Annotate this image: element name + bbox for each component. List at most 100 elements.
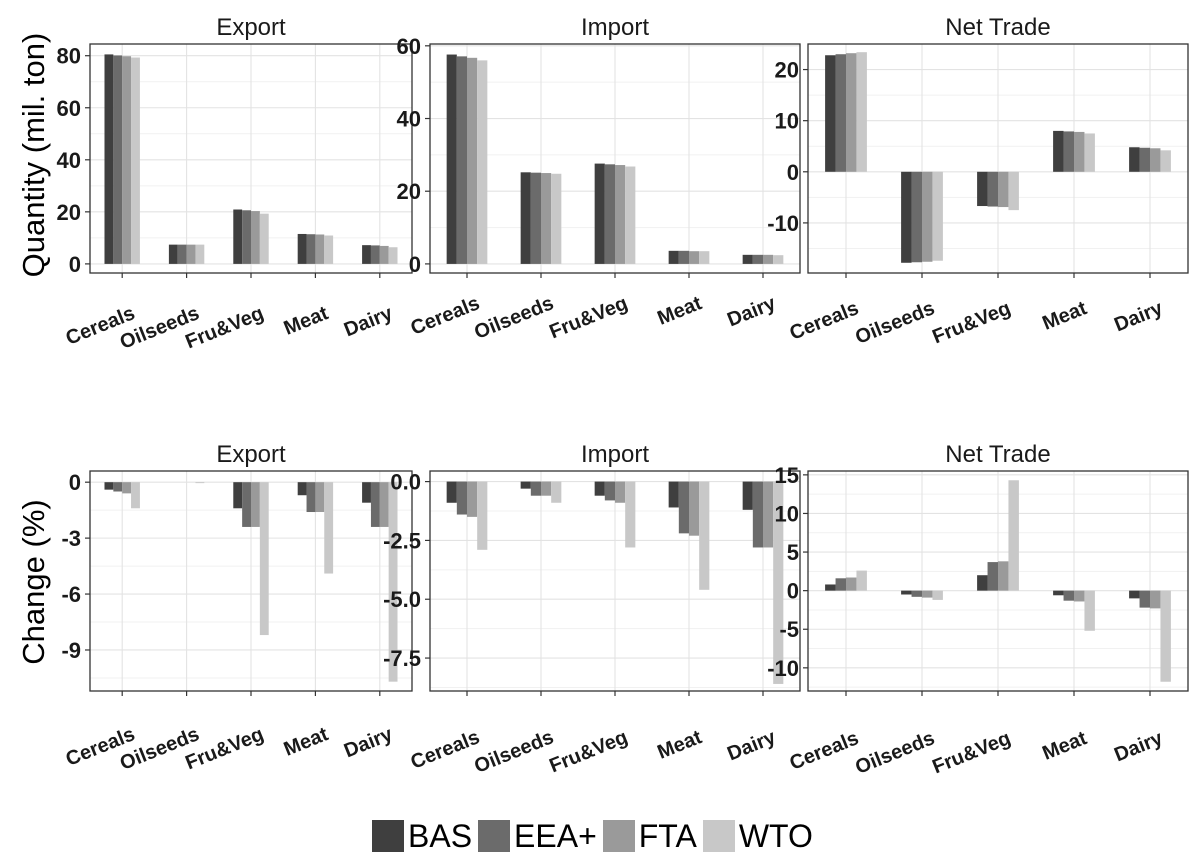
panel-r2-c2-bar-bas-oilseeds [520, 481, 531, 489]
panel-r2-c1-bar-fta-cereals [122, 482, 132, 494]
panel-r1-c1-ytick-label: 80 [57, 44, 81, 69]
panel-r1-c3-bar-eea-dairy [1139, 147, 1150, 172]
panel-r1-c3-ytick-label: 0 [787, 160, 799, 185]
panel-r2-c3-bar-wto-cereals [856, 570, 867, 591]
panel-r2-c2-bar-eea-oilseeds [530, 481, 541, 496]
panel-r2-c1-bar-fta-fruveg [251, 482, 260, 527]
panel-r1-c2-bar-eea-cereals [456, 56, 467, 264]
panel-r1-c2-xtick-label: Dairy [724, 292, 779, 331]
panel-r2-c2-xtick-label: Dairy [724, 726, 779, 765]
panel-r1-c2-bar-fta-dairy [763, 254, 774, 264]
panel-r2-c1-bar-fta-meat [315, 482, 325, 513]
panel-r2-c1-ytick-label: -9 [61, 638, 81, 663]
panel-r2-c2-bar-eea-cereals [456, 481, 467, 515]
panel-r2-c1-bar-wto-fruveg [259, 482, 269, 636]
panel-r1-c1-bar-fta-dairy [379, 245, 389, 264]
panel-r2-c2-xtick-label: Fru&Veg [546, 726, 631, 777]
panel-r1-c1-bar-eea-oilseeds [177, 244, 187, 264]
panel-r1-c2-bar-fta-meat [689, 251, 700, 264]
panel-r2-c3-bar-fta-meat [1074, 590, 1085, 602]
panel-r1-c2-bar-bas-oilseeds [520, 172, 531, 264]
legend-key-eea [478, 820, 511, 852]
panel-r1-c2-bar-eea-meat [678, 250, 689, 264]
panel-r1-c3-bar-eea-oilseeds [911, 171, 922, 263]
panel-r2-c1-bar-eea-meat [306, 482, 316, 513]
panel-r2-c3-xtick-label: Meat [1039, 727, 1090, 765]
panel-r2-c2-ytick-label: 0.0 [390, 470, 421, 495]
panel-r1-c1-bar-bas-meat [297, 233, 307, 264]
panel-r2-c1-bar-fta-dairy [379, 482, 389, 527]
panel-r1-c2-bar-bas-meat [668, 250, 679, 264]
panel-r1-c1-bar-bas-oilseeds [168, 244, 178, 264]
panel-r1-c2-bar-fta-fruveg [615, 165, 626, 264]
panel-r2-c2-bar-bas-fruveg [594, 481, 605, 496]
panel-r1-c3-xtick-label: Cereals [787, 297, 862, 344]
legend-item-fta: FTA [602, 820, 697, 852]
row-2-ylabel: Change (%) [16, 499, 51, 664]
panel-r1-c3-bar-fta-cereals [846, 53, 857, 172]
panel-r2-c2-bar-bas-cereals [446, 481, 457, 503]
panel-r2-c1-xtick-label: Dairy [341, 723, 396, 762]
panel-r2-c1-ytick-label: 0 [69, 470, 81, 495]
panel-r2-c3-bar-bas-fruveg [977, 575, 988, 591]
panel-r2-c3-ytick-label: -5 [779, 617, 799, 642]
panel-r1-c1-bar-bas-cereals [104, 54, 114, 264]
panel-r2-c2-bar-bas-meat [668, 481, 679, 508]
panel-r1-c3-bar-wto-cereals [856, 52, 867, 172]
panel-r2-c3-ytick-label: 15 [775, 463, 799, 488]
panel-r2-c1-bar-eea-cereals [113, 482, 123, 492]
panel-r1-c1-bar-fta-fruveg [251, 211, 260, 264]
panel-r2-c2-xtick-label: Oilseeds [471, 726, 557, 778]
legend-item-bas: BAS [372, 820, 472, 852]
panel-r1-c3-bar-wto-dairy [1160, 150, 1171, 172]
panel-r2-c3-bar-bas-cereals [825, 584, 836, 591]
panel-r1-c3-ytick-label: 20 [775, 58, 799, 83]
panel-r2-c3-xtick-label: Dairy [1111, 727, 1166, 766]
panel-r1-c3-bar-fta-meat [1074, 131, 1085, 172]
panel-r1-c2-xtick-label: Oilseeds [471, 292, 557, 344]
panel-r1-c1-bar-eea-meat [306, 234, 316, 264]
panel-r1-c3-bar-fta-fruveg [998, 171, 1009, 208]
panel-r1-c1-bar-wto-dairy [388, 247, 398, 264]
panel-r1-c1-bar-wto-fruveg [259, 213, 269, 264]
panel-r2-c3-bar-eea-oilseeds [911, 590, 922, 597]
panel-r2-c2-bar-wto-cereals [477, 481, 488, 550]
panel-r2-c2-bar-wto-oilseeds [551, 481, 562, 503]
panel-r2-c3-ytick-label: 10 [775, 501, 799, 526]
panel-r2-c3-xtick-label: Fru&Veg [929, 727, 1014, 778]
panel-r2-c3-bar-eea-meat [1063, 590, 1074, 601]
panel-r1-c1-xtick-label: Meat [281, 302, 332, 340]
panel-r1-c2-bar-eea-fruveg [604, 164, 615, 264]
panel-r1-c3-bar-wto-meat [1084, 133, 1095, 172]
panel-r2-c3-bar-fta-cereals [846, 577, 857, 591]
legend-label-eea: EEA+ [514, 818, 597, 854]
panel-r1-c2-bar-wto-fruveg [625, 166, 636, 264]
panel-r1-c2-xtick-label: Meat [654, 292, 705, 330]
panel-r2-c1-ytick-label: -3 [61, 526, 81, 551]
legend-item-eea: EEA+ [478, 820, 597, 852]
panel-r1-c3-xtick-label: Meat [1039, 297, 1090, 335]
panel-r1-c2-xtick-label: Fru&Veg [546, 292, 631, 343]
panel-r2-c2-bar-eea-meat [678, 481, 689, 534]
panel-r1-c3-bar-bas-cereals [825, 55, 836, 172]
panel-r1-c1-ytick-label: 40 [57, 148, 81, 173]
panel-r1-c2-bar-wto-meat [699, 251, 710, 264]
panel-r1-c2-bar-wto-cereals [477, 60, 488, 264]
panel-r2-c2-title: Import [581, 441, 649, 468]
panel-r1-c2-bar-bas-dairy [742, 254, 753, 264]
panel-r1-c2-bar-wto-oilseeds [551, 173, 562, 264]
panel-r2-c3-bar-wto-dairy [1160, 590, 1171, 682]
panel-r1-c1-bar-wto-oilseeds [195, 244, 205, 264]
panel-r2-c1-title: Export [216, 441, 286, 468]
panel-r1-c2-ytick-label: 0 [409, 252, 421, 277]
panel-r2-c2-bar-fta-cereals [467, 481, 478, 517]
panel-r2-c3-bar-fta-oilseeds [922, 590, 933, 598]
legend-key-wto [702, 820, 735, 852]
panel-r1-c3-xtick-label: Dairy [1111, 297, 1166, 336]
legend: BAS EEA+ FTA WTO [372, 816, 819, 856]
panel-r1-c2-ytick-label: 60 [397, 34, 421, 59]
panel-r2-c1-bar-wto-meat [324, 482, 334, 574]
panel-r1-c3-ytick-label: -10 [767, 211, 799, 236]
panel-r1-c1-bar-wto-meat [324, 235, 334, 264]
panel-r2-c1-bar-wto-dairy [388, 482, 398, 682]
